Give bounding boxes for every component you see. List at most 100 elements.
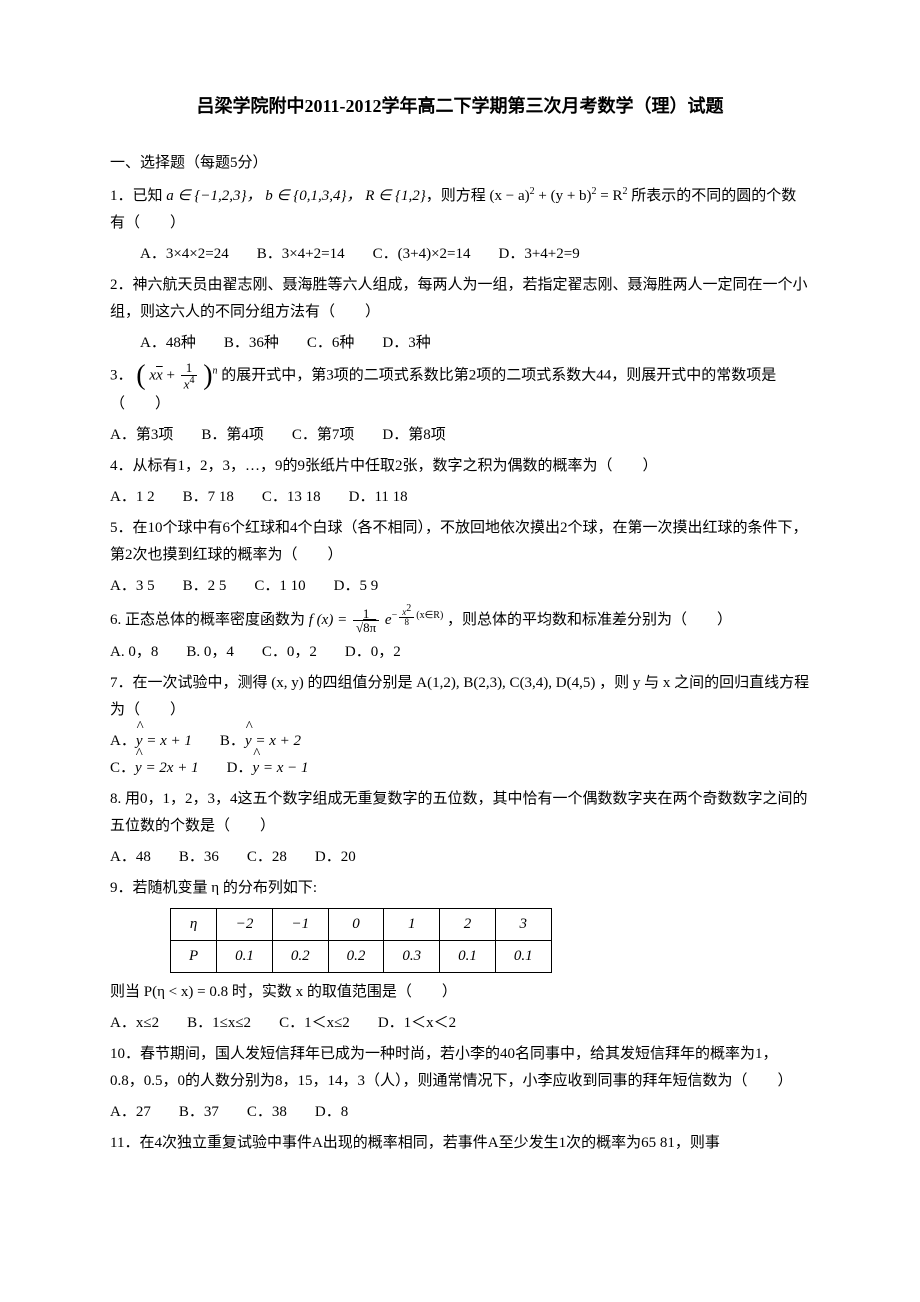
question-6: 6. 正态总体的概率密度函数为 f (x) = 1√8π e−x28(x∈R) … — [110, 604, 810, 635]
table-row: P 0.1 0.2 0.2 0.3 0.1 0.1 — [171, 940, 552, 972]
q8-opt-c: C．28 — [247, 844, 287, 871]
table-cell: 0.2 — [272, 940, 328, 972]
q7-d-eq: = x − 1 — [259, 760, 308, 776]
question-8: 8. 用0，1，2，3，4这五个数字组成无重复数字的五位数，其中恰有一个偶数数字… — [110, 786, 810, 840]
q10-opt-c: C．38 — [247, 1099, 287, 1126]
q10-opt-b: B．37 — [179, 1099, 219, 1126]
q2-opt-c: C．6种 — [307, 330, 355, 357]
q1-stem-c: + (y + b) — [535, 188, 592, 204]
q7-options-row1: A．y = x + 1 B．y = x + 2 — [110, 728, 810, 755]
q1-math: a ∈ {−1,2,3}， b ∈ {0,1,3,4}， R ∈ {1,2} — [166, 188, 425, 204]
table-cell: 0.1 — [217, 940, 273, 972]
q3-frac-num: 1 — [181, 361, 198, 376]
q9-opt-b: B．1≤x≤2 — [187, 1010, 251, 1037]
rparen-icon: ) — [203, 360, 212, 391]
q10-opt-d: D．8 — [315, 1099, 348, 1126]
q2-opt-b: B．36种 — [224, 330, 279, 357]
table-cell: −1 — [272, 908, 328, 940]
q7-b-pre: B． — [220, 733, 245, 749]
q6-e: e — [385, 612, 392, 628]
q6-fx: f (x) = — [309, 612, 351, 628]
q6-options: A. 0，8 B. 0，4 C．0，2 D．0，2 — [110, 639, 810, 666]
q1-opt-d: D．3+4+2=9 — [498, 241, 579, 268]
question-11: 11．在4次独立重复试验中事件A出现的概率相同，若事件A至少发生1次的概率为65… — [110, 1130, 810, 1157]
q3-plus: + — [163, 368, 179, 384]
q10-opt-a: A．27 — [110, 1099, 151, 1126]
q7-opt-c: C．y = 2x + 1 — [110, 755, 199, 782]
q9-distribution-table: η −2 −1 0 1 2 3 P 0.1 0.2 0.2 0.3 0.1 0.… — [170, 908, 552, 973]
q2-opt-a: A．48种 — [140, 330, 196, 357]
q6-opt-b: B. 0，4 — [186, 639, 234, 666]
q4-opt-d: D．11 18 — [349, 484, 408, 511]
table-cell: 0 — [328, 908, 384, 940]
question-4: 4．从标有1，2，3，…，9的9张纸片中任取2张，数字之积为偶数的概率为（ ） — [110, 453, 810, 480]
q8-options: A．48 B．36 C．28 D．20 — [110, 844, 810, 871]
q5-options: A．3 5 B．2 5 C．1 10 D．5 9 — [110, 573, 810, 600]
table-cell: 1 — [384, 908, 440, 940]
question-2: 2．神六航天员由翟志刚、聂海胜等六人组成，每两人为一组，若指定翟志刚、聂海胜两人… — [110, 272, 810, 326]
q3-opt-b: B．第4项 — [201, 422, 264, 449]
q7-c-pre: C． — [110, 760, 135, 776]
q7-a-pre: A． — [110, 733, 136, 749]
table-cell: 2 — [440, 908, 496, 940]
q1-stem-a: 1．已知 — [110, 188, 166, 204]
q8-opt-d: D．20 — [315, 844, 356, 871]
question-3: 3． ( xx + 1x4 )n 的展开式中，第3项的二项式系数比第2项的二项式… — [110, 361, 810, 418]
page-title: 吕梁学院附中2011-2012学年高二下学期第三次月考数学（理）试题 — [110, 90, 810, 122]
question-9: 9．若随机变量 η 的分布列如下: — [110, 875, 810, 902]
q7-options-row2: C．y = 2x + 1 D．y = x − 1 — [110, 755, 810, 782]
q6-stem-a: 6. 正态总体的概率密度函数为 — [110, 612, 309, 628]
q9-opt-a: A．x≤2 — [110, 1010, 159, 1037]
question-10: 10．春节期间，国人发短信拜年已成为一种时尚，若小李的40名同事中，给其发短信拜… — [110, 1041, 810, 1095]
q9-row2-label: P — [171, 940, 217, 972]
question-5: 5．在10个球中有6个红球和4个白球（各不相同），不放回地依次摸出2个球，在第一… — [110, 515, 810, 569]
q6-opt-d: D．0，2 — [345, 639, 401, 666]
q2-options: A．48种 B．36种 C．6种 D．3种 — [140, 330, 810, 357]
q5-opt-d: D．5 9 — [334, 573, 379, 600]
q4-opt-b: B．7 18 — [183, 484, 234, 511]
q7-opt-b: B．y = x + 2 — [220, 728, 301, 755]
q4-opt-a: A．1 2 — [110, 484, 155, 511]
table-cell: 0.1 — [495, 940, 551, 972]
table-cell: 3 — [495, 908, 551, 940]
table-cell: 0.1 — [440, 940, 496, 972]
q7-a-eq: = x + 1 — [143, 733, 192, 749]
q1-opt-b: B．3×4+2=14 — [257, 241, 345, 268]
q9-row1-label: η — [171, 908, 217, 940]
q6-exp-neg: − — [392, 610, 398, 621]
q6-coef-den: 8π — [363, 620, 376, 635]
q3-opt-d: D．第8项 — [382, 422, 445, 449]
q3-sqrt-x: x — [156, 368, 163, 384]
q7-opt-a: A．y = x + 1 — [110, 728, 192, 755]
q6-exp-frac: x28 — [399, 604, 414, 628]
q9-opt-d: D．1＜x＜2 — [378, 1010, 456, 1037]
lparen-icon: ( — [136, 360, 145, 391]
section-1-heading: 一、选择题（每题5分） — [110, 150, 810, 177]
q9-opt-c: C．1＜x≤2 — [279, 1010, 350, 1037]
q1-stem-b: ，则方程 (x − a) — [426, 188, 530, 204]
q9-stem2: 则当 P(η < x) = 0.8 时，实数 x 的取值范围是（ ） — [110, 979, 810, 1006]
q10-options: A．27 B．37 C．38 D．8 — [110, 1099, 810, 1126]
q3-pow-n: n — [213, 366, 218, 377]
q1-stem-d: = R — [597, 188, 623, 204]
q6-domain: (x∈R) — [416, 610, 443, 621]
q3-opt-a: A．第3项 — [110, 422, 173, 449]
q5-opt-a: A．3 5 — [110, 573, 155, 600]
q6-stem-b: ，则总体的平均数和标准差分别为（ ） — [447, 612, 732, 628]
q9-options: A．x≤2 B．1≤x≤2 C．1＜x≤2 D．1＜x＜2 — [110, 1010, 810, 1037]
q7-c-eq: = 2x + 1 — [142, 760, 199, 776]
q6-exp-num-pow: 2 — [406, 603, 411, 614]
question-7: 7．在一次试验中，测得 (x, y) 的四组值分别是 A(1,2), B(2,3… — [110, 670, 810, 724]
q3-options: A．第3项 B．第4项 C．第7项 D．第8项 — [110, 422, 810, 449]
q8-opt-a: A．48 — [110, 844, 151, 871]
q3-fraction: 1x4 — [181, 361, 198, 391]
q1-options: A．3×4×2=24 B．3×4+2=14 C．(3+4)×2=14 D．3+4… — [140, 241, 810, 268]
q7-opt-d: D．y = x − 1 — [227, 755, 309, 782]
q3-inner-x: x — [149, 368, 156, 384]
q3-prefix: 3． — [110, 368, 133, 384]
q3-frac-den-pow: 4 — [189, 375, 194, 386]
q4-opt-c: C．13 18 — [262, 484, 321, 511]
table-cell: 0.3 — [384, 940, 440, 972]
question-1: 1．已知 a ∈ {−1,2,3}， b ∈ {0,1,3,4}， R ∈ {1… — [110, 183, 810, 237]
table-cell: −2 — [217, 908, 273, 940]
